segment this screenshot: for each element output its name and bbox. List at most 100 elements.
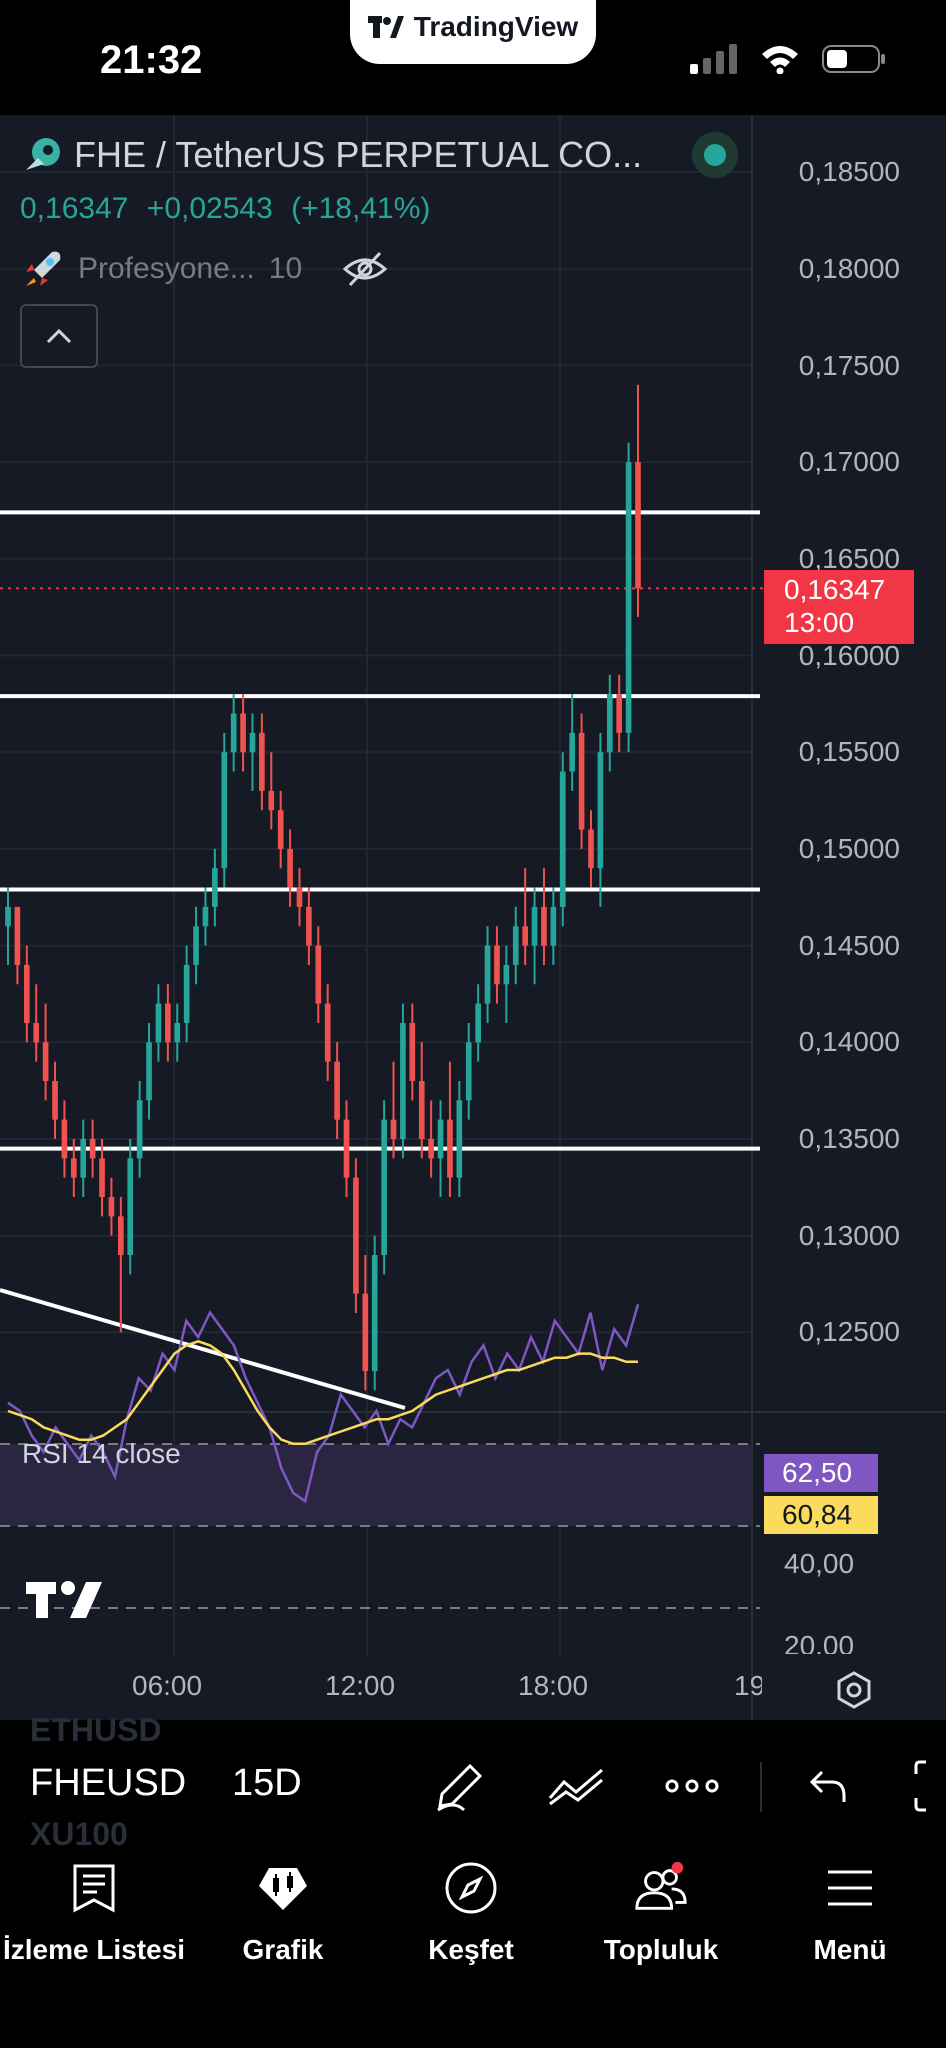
price-axis-label: 0,15500 [798,736,900,767]
status-time: 21:32 [100,38,203,82]
undo-icon[interactable] [800,1758,856,1814]
price-axis-label: 0,17000 [798,446,900,477]
candle-body [381,1119,387,1256]
candle-body [127,1158,134,1256]
indicator-param: 10 [268,252,303,285]
rsi-ma-value-tag: 60,84 [764,1496,878,1534]
nav-item-community[interactable]: Topluluk [571,1860,751,1966]
candle-body [550,906,557,946]
chart-pane[interactable] [0,115,946,1720]
candle-body [71,1158,77,1178]
candle-body [52,1080,58,1120]
compass-icon [443,1860,499,1916]
candle-body [174,1022,181,1043]
drawing-pen-icon[interactable] [432,1758,488,1814]
last-price: 0,16347 [20,192,129,225]
chart-settings-icon[interactable] [834,1670,874,1710]
price-axis-label: 0,18000 [798,253,900,284]
nav-label: Keşfet [428,1934,514,1965]
candle-body [306,906,312,946]
candle-body [465,1042,472,1101]
candle-body [418,1080,425,1139]
chart-canvas[interactable] [0,115,946,1720]
battery-icon [822,45,885,73]
time-axis-label: 12:00 [325,1670,396,1701]
candle-body [33,1022,40,1043]
candle-body [400,1022,406,1139]
candle-body [362,1293,369,1372]
tradingview-logo-icon [367,16,404,38]
candle-body [165,1003,171,1043]
tradingview-watermark-icon [26,1578,106,1620]
quote-line: 0,16347 +0,02543 (+18,41%) [20,192,440,226]
candle-body [240,713,246,753]
nav-label: Menü [813,1934,887,1965]
candle-body [296,887,303,907]
indicator-name: Profesyone... [78,252,255,285]
candle-body [14,906,21,965]
time-axis-label: 19 [734,1670,762,1701]
rsi-legend[interactable]: RSI 14 close [22,1438,181,1469]
candle-body [522,926,528,946]
candle-body [559,771,566,907]
candle-body [202,906,209,927]
candle-body [531,906,538,946]
time-axis-label: 06:00 [132,1670,203,1701]
candle-body [287,848,293,888]
eye-off-icon[interactable] [342,249,388,289]
wifi-icon [762,46,798,74]
nav-item-chart[interactable]: Grafik [193,1860,373,1966]
candle-body [625,462,632,733]
indicator-legend[interactable]: Profesyone... 10 [22,248,388,290]
indicators-icon[interactable] [548,1758,604,1814]
toolbar-divider [760,1762,762,1812]
candle-body [230,713,237,753]
candle-body [371,1255,378,1372]
candle-body [409,1022,416,1081]
rsi-value-tag: 62,50 [764,1454,878,1492]
candle-body [616,694,623,733]
candle-body [118,1216,124,1256]
interval-selector[interactable]: 15D [232,1762,302,1804]
price-axis-label: 0,15000 [798,833,900,864]
symbol-title[interactable]: FHE / TetherUS PERPETUAL CO... [74,134,643,175]
candle-body [268,790,275,811]
candle-body [315,945,322,1004]
nav-item-explore[interactable]: Keşfet [381,1860,561,1966]
price-axis-label: 0,13500 [798,1123,900,1154]
rsi-ma-line [7,1339,638,1446]
price-axis-label: 0,16000 [798,640,900,671]
candle-body [249,732,256,753]
nav-item-menu[interactable]: Menü [760,1860,940,1966]
previous-symbol[interactable]: ETHUSD [30,1712,162,1748]
last-price-tag-value: 0,16347 [784,574,886,605]
market-status-icon[interactable] [692,132,738,178]
rsi-axis-label: 40,00 [784,1548,855,1579]
chevron-up-icon [46,328,72,344]
more-icon[interactable] [664,1758,720,1814]
nav-item-watchlist[interactable]: İzleme Listesi [3,1860,185,1966]
status-icons [690,44,886,74]
candle-body [512,926,519,965]
candle-body [494,945,500,985]
candle-body [475,1003,481,1043]
time-axis-label: 18:00 [518,1670,589,1701]
candle-body [437,1119,444,1159]
rsi-line [7,1304,640,1504]
price-axis-label: 0,14500 [798,930,900,961]
candle-body [635,462,641,589]
fullscreen-icon[interactable] [912,1758,946,1814]
candle-body [334,1061,340,1120]
price-axis-label: 0,13000 [798,1220,900,1251]
candle-body [99,1158,105,1198]
community-icon [633,1860,689,1916]
symbol-selector[interactable]: FHEUSD [30,1762,187,1804]
rsi-band [0,1444,752,1526]
nav-label: Topluluk [603,1934,719,1965]
price-axis-label: 0,12500 [798,1316,900,1347]
candle-body [541,906,547,946]
price-axis-label: 0,16500 [798,543,900,574]
collapse-legend-button[interactable] [20,304,98,368]
watchlist-icon [66,1860,122,1916]
candle-body [193,926,199,965]
